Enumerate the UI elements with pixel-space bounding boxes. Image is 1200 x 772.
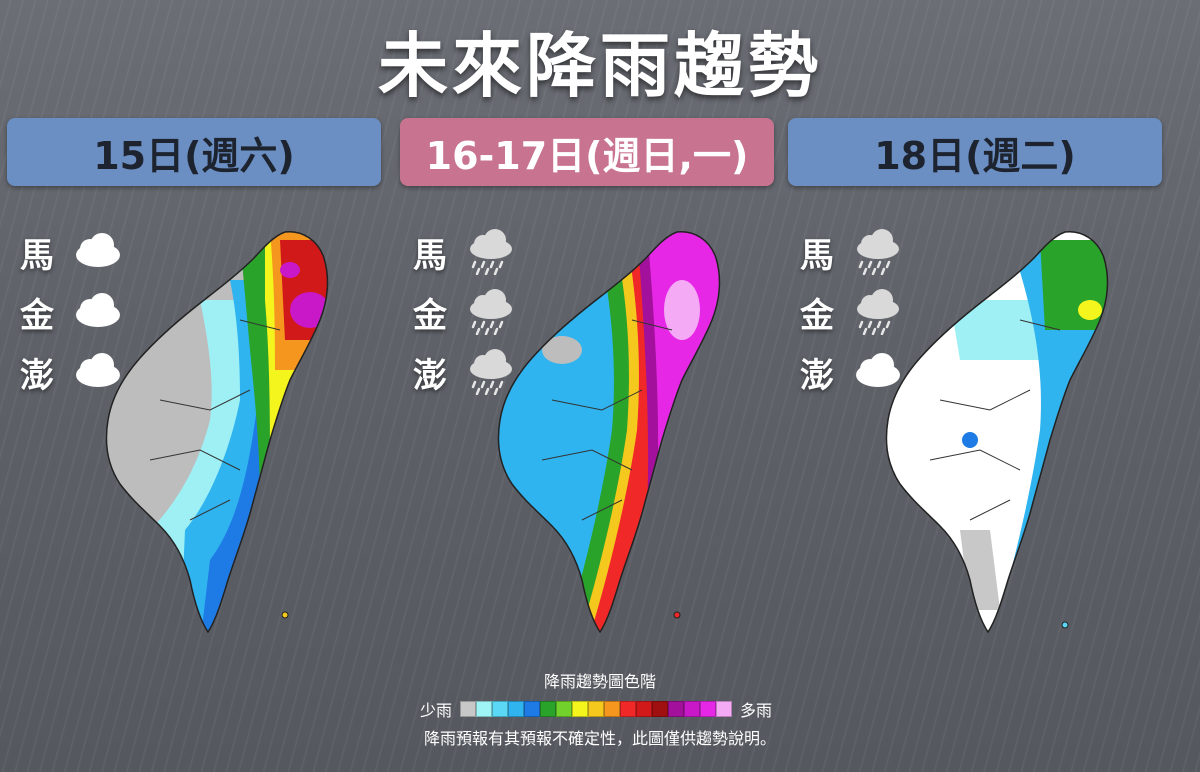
rainfall-legend: 少雨 多雨 [420,697,772,721]
disclaimer-note: 降雨預報有其預報不確定性，此圖僅供趨勢說明。 [423,729,776,748]
island-row-kinmen: 金 [800,282,906,342]
legend-swatch [556,701,573,717]
island-name: 馬 [20,235,54,276]
outlying-islands-day1: 馬 金 澎 [20,222,126,402]
rainfall-map-day1 [105,231,329,634]
legend-color-scale [460,701,733,717]
island-name: 金 [20,295,54,336]
outlying-islands-day3: 馬 金 澎 [800,222,906,402]
island-name: 澎 [413,355,447,396]
island-name: 金 [413,295,447,336]
panel-header-day3: 18日(週二) [788,118,1162,186]
rainfall-map-day3 [885,231,1109,634]
legend-swatch [492,701,509,717]
legend-swatch [668,701,685,717]
legend-swatch [684,701,701,717]
legend-swatch [716,701,733,717]
island-row-matsu: 馬 [413,222,519,282]
legend-swatch [588,701,605,717]
island-name: 澎 [800,355,834,396]
legend-swatch [524,701,541,717]
legend-swatch [636,701,653,717]
island-row-penghu: 澎 [20,342,126,402]
island-row-penghu: 澎 [800,342,906,402]
island-row-kinmen: 金 [413,282,519,342]
island-row-matsu: 馬 [800,222,906,282]
legend-swatch [700,701,717,717]
island-row-penghu: 澎 [413,342,519,402]
legend-swatch [604,701,621,717]
page-title: 未來降雨趨勢 [378,25,822,107]
legend-swatch [508,701,525,717]
legend-swatch [572,701,589,717]
island-name: 馬 [413,235,447,276]
legend-swatch [476,701,493,717]
legend-swatch [460,701,477,717]
legend-low-label: 少雨 [420,701,453,720]
island-row-kinmen: 金 [20,282,126,342]
legend-title: 降雨趨勢圖色階 [543,672,656,691]
panel-header-day2: 16-17日(週日,一) [400,118,774,186]
island-name: 馬 [800,235,834,276]
island-name: 金 [800,295,834,336]
legend-swatch [620,701,637,717]
island-row-matsu: 馬 [20,222,126,282]
legend-high-label: 多雨 [740,701,773,720]
panel-header-day1: 15日(週六) [7,118,381,186]
rainfall-map-day2 [497,231,721,634]
legend-swatch [652,701,669,717]
island-name: 澎 [20,355,54,396]
legend-swatch [540,701,557,717]
outlying-islands-day2: 馬 金 澎 [413,222,519,402]
